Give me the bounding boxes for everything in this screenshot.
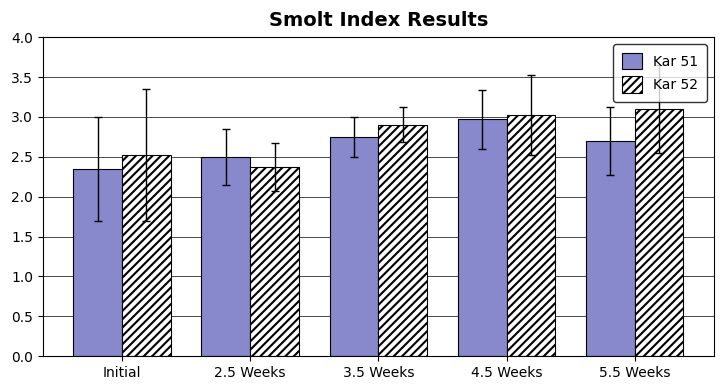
Bar [250,167,299,356]
Bar [330,137,378,356]
Bar [586,141,634,356]
Bar [202,157,250,356]
Legend: Kar 51, Kar 52: Kar 51, Kar 52 [613,44,707,102]
Bar [634,109,684,356]
Bar [122,155,171,356]
Bar [507,115,555,356]
Bar [73,169,122,356]
Bar [378,125,427,356]
Bar [457,119,507,356]
Title: Smolt Index Results: Smolt Index Results [269,11,488,30]
